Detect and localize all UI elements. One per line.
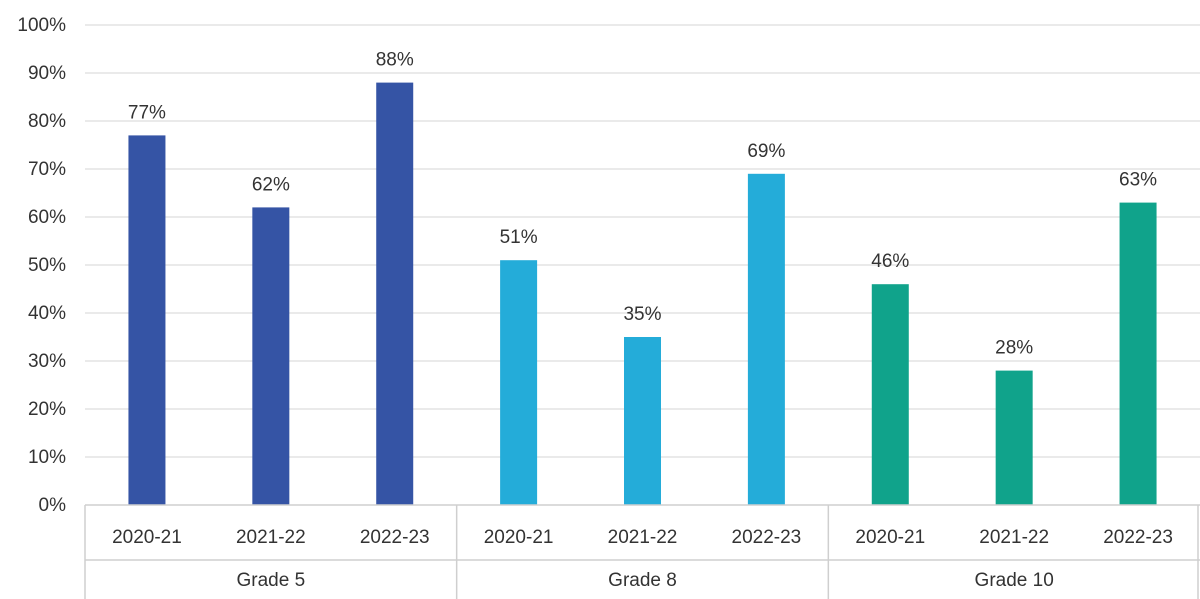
data-label: 69% — [747, 141, 785, 162]
data-label: 28% — [995, 338, 1033, 359]
x-tick-label: 2021-22 — [979, 527, 1049, 548]
y-tick-label: 50% — [28, 255, 66, 276]
bar — [128, 135, 166, 505]
data-label: 88% — [376, 50, 414, 71]
y-axis: 0% 10% 20% 30% 40% 50% 60% 70% 80% 90% 100% — [17, 15, 66, 516]
y-tick-label: 30% — [28, 351, 66, 372]
y-tick-label: 40% — [28, 303, 66, 324]
bar — [500, 260, 538, 505]
y-tick-label: 60% — [28, 207, 66, 228]
bar — [376, 82, 414, 505]
x-group-label: Grade 8 — [608, 570, 677, 591]
x-tick-label: 2020-21 — [484, 527, 554, 548]
x-group-label: Grade 10 — [975, 570, 1054, 591]
y-tick-label: 20% — [28, 399, 66, 420]
x-tick-label: 2021-22 — [236, 527, 306, 548]
data-label: 35% — [623, 304, 661, 325]
bar — [747, 173, 785, 506]
data-label: 77% — [128, 102, 166, 123]
data-label: 46% — [871, 251, 909, 272]
x-tick-label: 2021-22 — [608, 527, 678, 548]
data-labels: 77% 62% 88% 51% 35% 69% 46% 28% 63% — [128, 50, 1157, 359]
y-tick-label: 100% — [17, 15, 66, 36]
data-label: 63% — [1119, 170, 1157, 191]
data-label: 51% — [500, 227, 538, 248]
x-tick-label: 2020-21 — [855, 527, 925, 548]
bar — [995, 370, 1033, 505]
y-tick-label: 70% — [28, 159, 66, 180]
bar — [252, 207, 290, 505]
y-tick-label: 90% — [28, 63, 66, 84]
x-axis: 2020-21 2021-22 2022-23 Grade 5 2020-21 2021-… — [84, 504, 1200, 599]
bar — [624, 337, 661, 505]
data-label: 62% — [252, 174, 290, 195]
x-tick-label: 2020-21 — [112, 527, 182, 548]
y-tick-label: 10% — [28, 447, 66, 468]
y-tick-label: 0% — [39, 495, 67, 516]
y-tick-label: 80% — [28, 111, 66, 132]
bar — [871, 284, 909, 505]
x-tick-label: 2022-23 — [732, 527, 802, 548]
x-tick-label: 2022-23 — [360, 527, 430, 548]
x-group-label: Grade 5 — [237, 570, 306, 591]
bars — [128, 82, 1157, 506]
bar — [1119, 202, 1157, 505]
x-tick-label: 2022-23 — [1103, 527, 1173, 548]
